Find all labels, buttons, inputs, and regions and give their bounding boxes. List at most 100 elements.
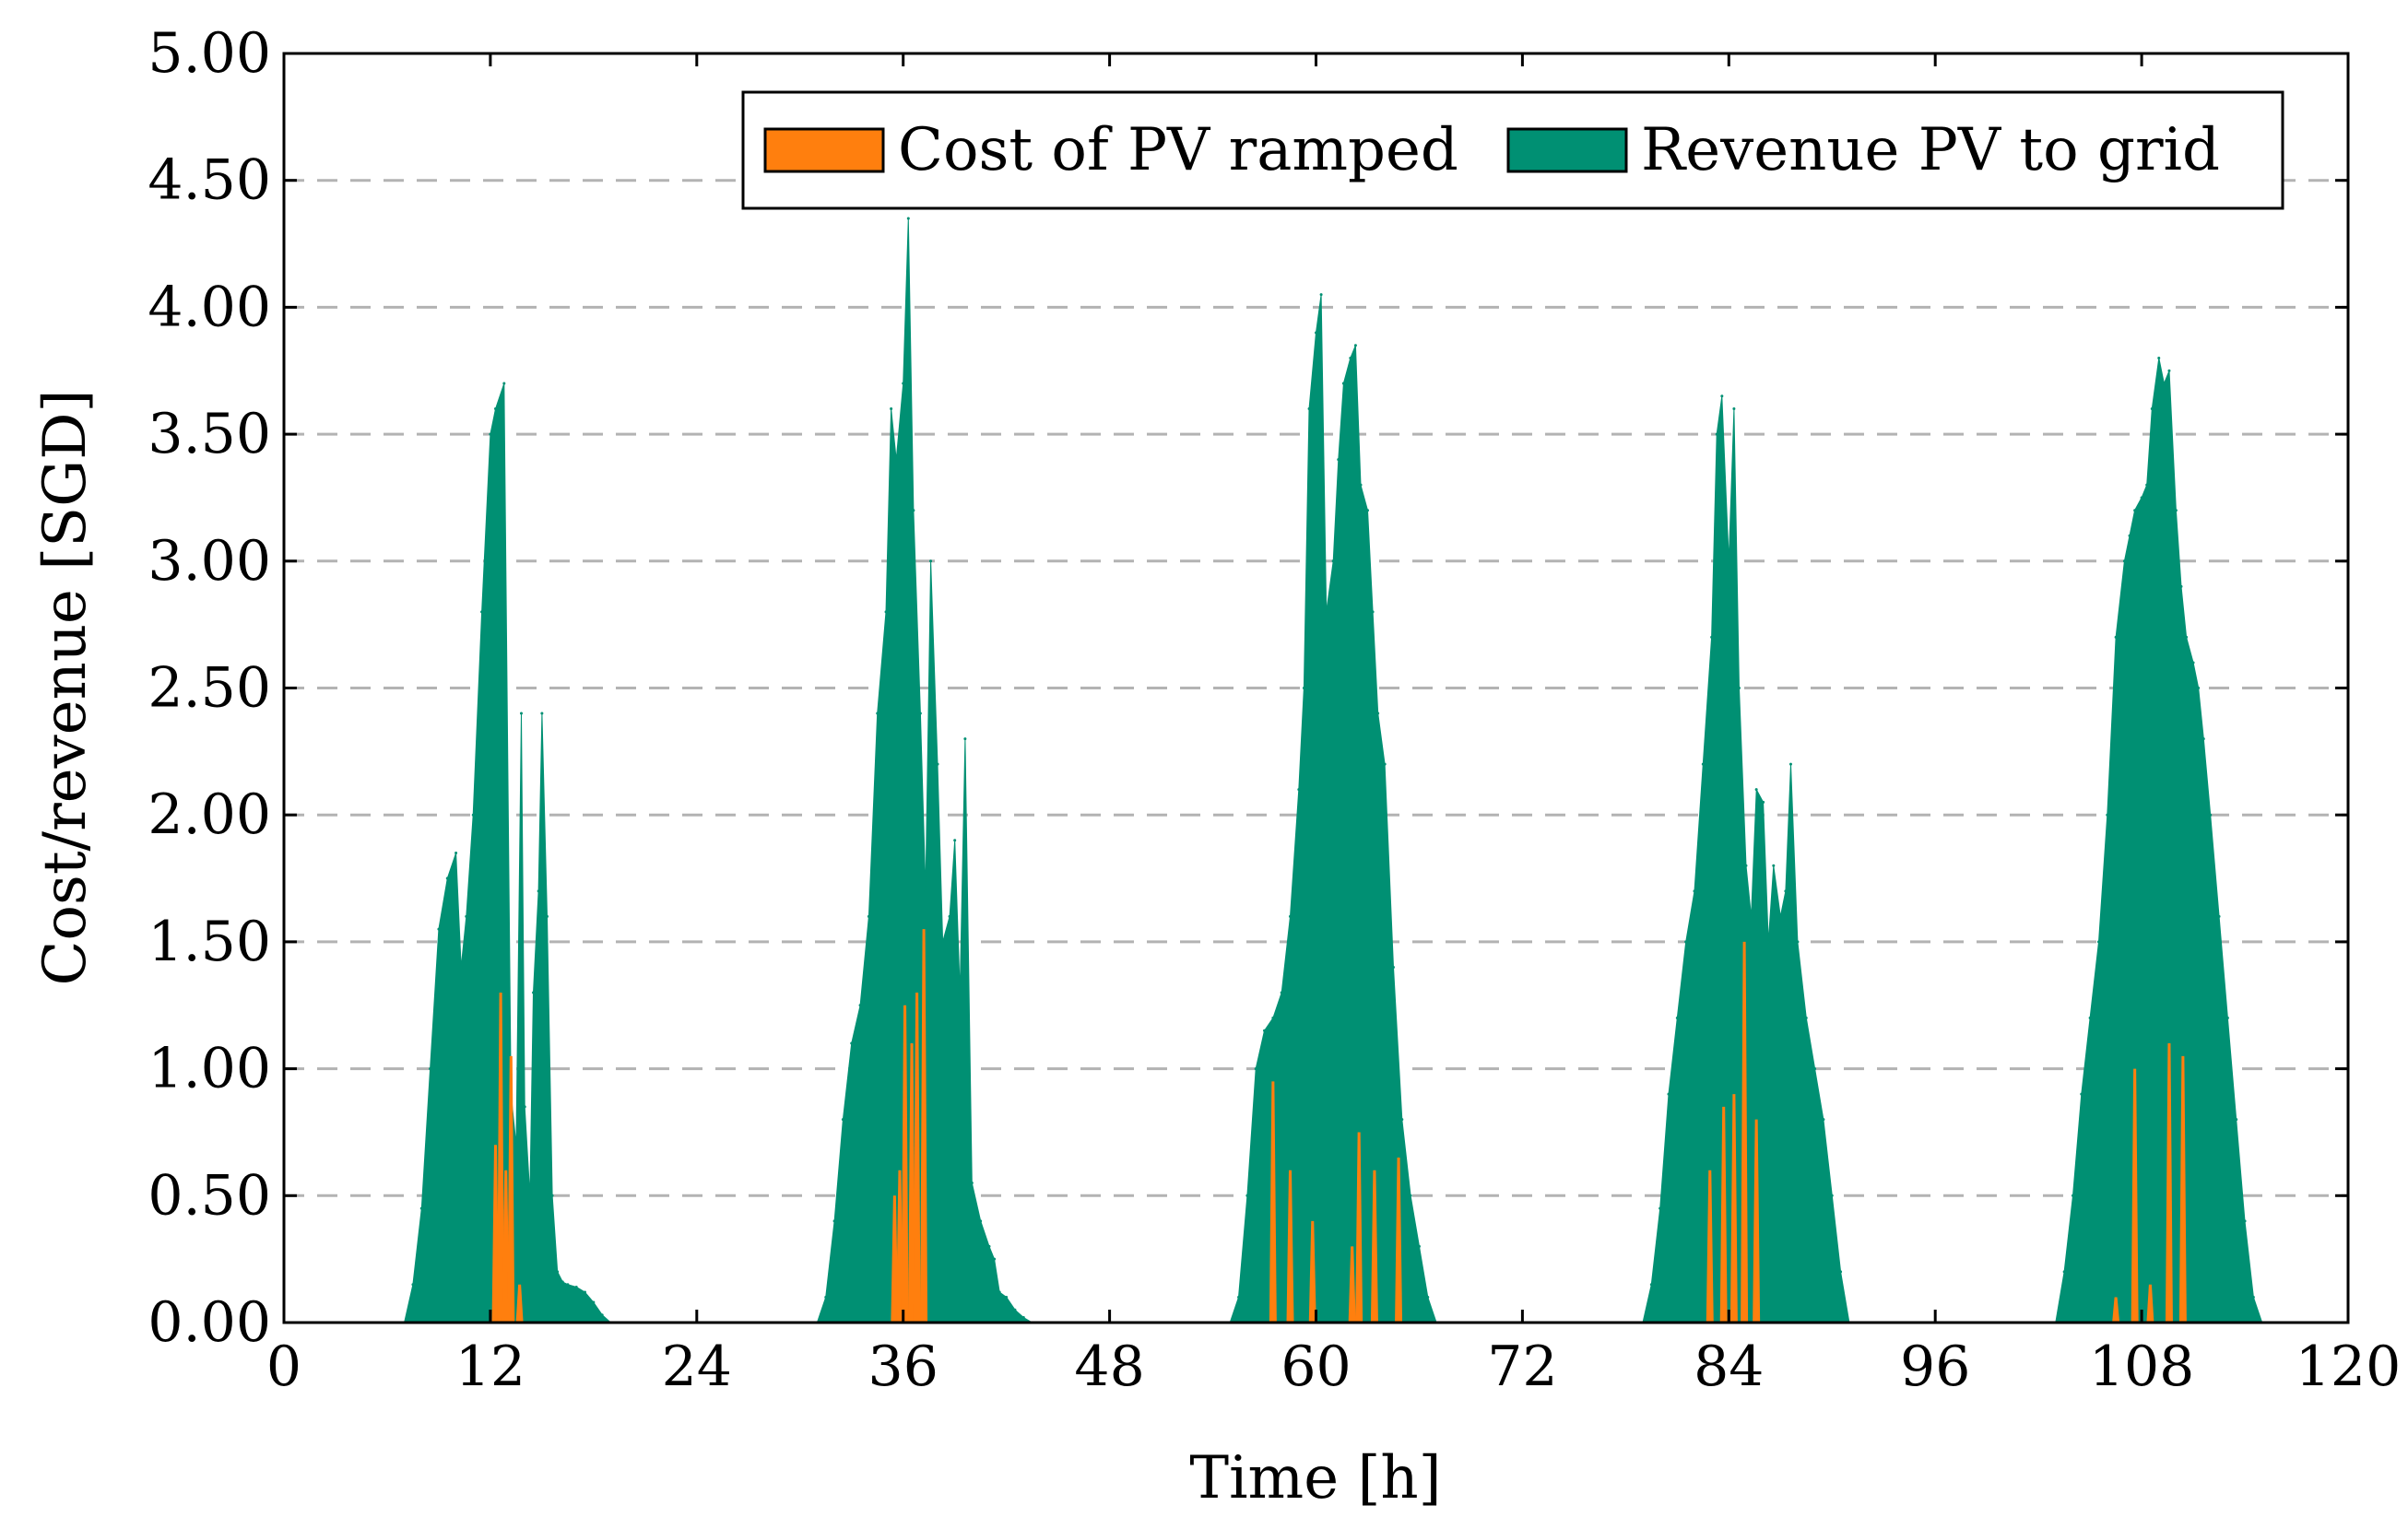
y-tick-label: 1.00 — [148, 1037, 271, 1101]
legend-label-revenue: Revenue PV to grid — [1641, 116, 2220, 184]
revenue-point — [1383, 762, 1387, 766]
cost-spike — [1729, 1094, 1738, 1323]
revenue-point — [454, 852, 458, 855]
revenue-point — [2201, 737, 2205, 741]
revenue-point — [1271, 1017, 1275, 1020]
x-tick-label: 12 — [455, 1335, 525, 1399]
cost-spike — [891, 1195, 899, 1323]
revenue-point — [979, 1219, 983, 1223]
revenue-point — [1280, 991, 1283, 994]
revenue-point — [1021, 1315, 1025, 1319]
revenue-point — [2071, 1194, 2074, 1197]
revenue-point — [1319, 293, 1323, 297]
revenue-point — [2140, 496, 2143, 500]
cost-spike — [515, 1284, 524, 1323]
revenue-point — [2088, 1017, 2092, 1020]
revenue-point — [1237, 1295, 1241, 1299]
revenue-point — [480, 610, 484, 614]
revenue-point — [1772, 864, 1776, 867]
revenue-point — [1409, 1194, 1412, 1197]
revenue-point — [832, 1219, 836, 1223]
revenue-point — [1715, 432, 1718, 436]
revenue-point — [1701, 762, 1705, 766]
revenue-point — [1331, 559, 1335, 563]
revenue-point — [2157, 356, 2161, 359]
revenue-point — [471, 813, 475, 817]
revenue-point — [1426, 1295, 1430, 1299]
revenue-point — [1353, 344, 1357, 347]
cost-spike — [1753, 1119, 1761, 1323]
revenue-point — [2128, 534, 2131, 537]
revenue-point — [465, 914, 468, 918]
cost-spike — [1370, 1170, 1378, 1323]
revenue-point — [924, 889, 927, 893]
revenue-point — [2197, 687, 2201, 689]
revenue-point — [2106, 813, 2109, 817]
revenue-point — [890, 407, 893, 411]
x-tick-label: 24 — [662, 1335, 732, 1399]
revenue-point — [1737, 687, 1741, 689]
cost-series-layer — [491, 929, 2187, 1323]
revenue-point — [532, 991, 536, 994]
revenue-point — [1762, 800, 1765, 804]
revenue-point — [1417, 1244, 1421, 1248]
revenue-point — [1391, 965, 1395, 969]
x-tick-label: 72 — [1487, 1335, 1557, 1399]
revenue-point — [963, 737, 967, 741]
cost-spike — [1741, 941, 1749, 1323]
y-tick-label: 5.00 — [148, 21, 271, 86]
revenue-point — [936, 762, 939, 766]
revenue-point — [1796, 940, 1800, 944]
x-tick-label: 84 — [1694, 1335, 1764, 1399]
cost-spike — [2146, 1284, 2154, 1323]
revenue-point — [912, 509, 915, 512]
revenue-point — [1307, 407, 1311, 411]
revenue-point — [2179, 584, 2183, 588]
revenue-point — [2185, 635, 2189, 639]
revenue-point — [411, 1283, 415, 1287]
revenue-point — [2145, 483, 2149, 487]
x-tick-label: 36 — [868, 1335, 938, 1399]
cost-spike — [1706, 1170, 1714, 1323]
revenue-point — [489, 432, 492, 436]
revenue-point — [584, 1290, 587, 1294]
revenue-point — [2162, 382, 2166, 385]
revenue-point — [1013, 1308, 1017, 1311]
revenue-point — [1710, 635, 1714, 639]
revenue-point — [1839, 1270, 1843, 1274]
revenue-point — [1822, 1118, 1825, 1122]
revenue-point — [2235, 1118, 2238, 1122]
revenue-point — [1675, 1017, 1679, 1020]
revenue-point — [1813, 1067, 1817, 1071]
revenue-point — [2225, 1017, 2229, 1020]
revenue-point — [574, 1285, 578, 1288]
revenue-point — [561, 1280, 564, 1284]
revenue-point — [2062, 1270, 2066, 1274]
revenue-point — [600, 1313, 604, 1317]
y-tick-label: 1.50 — [148, 910, 271, 974]
cost-spike — [1719, 1106, 1728, 1323]
revenue-point — [824, 1295, 828, 1299]
revenue-point — [1376, 712, 1380, 715]
revenue-point — [876, 712, 879, 715]
revenue-point — [1766, 940, 1770, 944]
revenue-point — [1297, 788, 1301, 792]
revenue-point — [2096, 940, 2100, 944]
revenue-point — [1365, 509, 1369, 512]
cost-spike — [2165, 1043, 2173, 1323]
cost-spike — [1269, 1081, 1277, 1323]
revenue-point — [1744, 864, 1748, 867]
cost-spike — [2112, 1297, 2120, 1323]
revenue-point — [2114, 635, 2118, 639]
revenue-point — [997, 1290, 1001, 1294]
revenue-point — [1830, 1194, 1834, 1197]
revenue-point — [528, 1194, 532, 1197]
revenue-point — [556, 1270, 560, 1274]
revenue-point — [1667, 1092, 1670, 1096]
revenue-point — [1727, 559, 1730, 563]
revenue-point — [1732, 407, 1736, 411]
y-tick-label: 2.00 — [148, 782, 271, 847]
revenue-point — [2217, 914, 2221, 918]
